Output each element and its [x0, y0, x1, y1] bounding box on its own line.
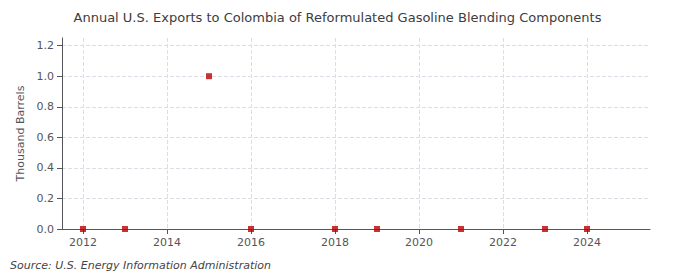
svg-text:Annual U.S. Exports to Colombi: Annual U.S. Exports to Colombia of Refor… — [74, 10, 602, 25]
svg-text:2024: 2024 — [573, 236, 601, 249]
svg-text:2020: 2020 — [405, 236, 433, 249]
svg-text:1.2: 1.2 — [37, 39, 55, 52]
svg-text:0.2: 0.2 — [37, 192, 55, 205]
svg-text:2018: 2018 — [321, 236, 349, 249]
svg-text:0.6: 0.6 — [37, 131, 55, 144]
svg-text:Thousand Barrels: Thousand Barrels — [14, 85, 27, 182]
svg-text:Source: U.S. Energy Informatio: Source: U.S. Energy Information Administ… — [10, 259, 271, 272]
svg-text:0.0: 0.0 — [37, 223, 55, 236]
svg-text:0.8: 0.8 — [37, 100, 55, 113]
svg-text:2012: 2012 — [69, 236, 97, 249]
svg-text:2014: 2014 — [153, 236, 181, 249]
svg-text:1.0: 1.0 — [37, 70, 55, 83]
svg-text:2016: 2016 — [237, 236, 265, 249]
svg-text:0.4: 0.4 — [37, 161, 55, 174]
svg-text:2022: 2022 — [489, 236, 517, 249]
